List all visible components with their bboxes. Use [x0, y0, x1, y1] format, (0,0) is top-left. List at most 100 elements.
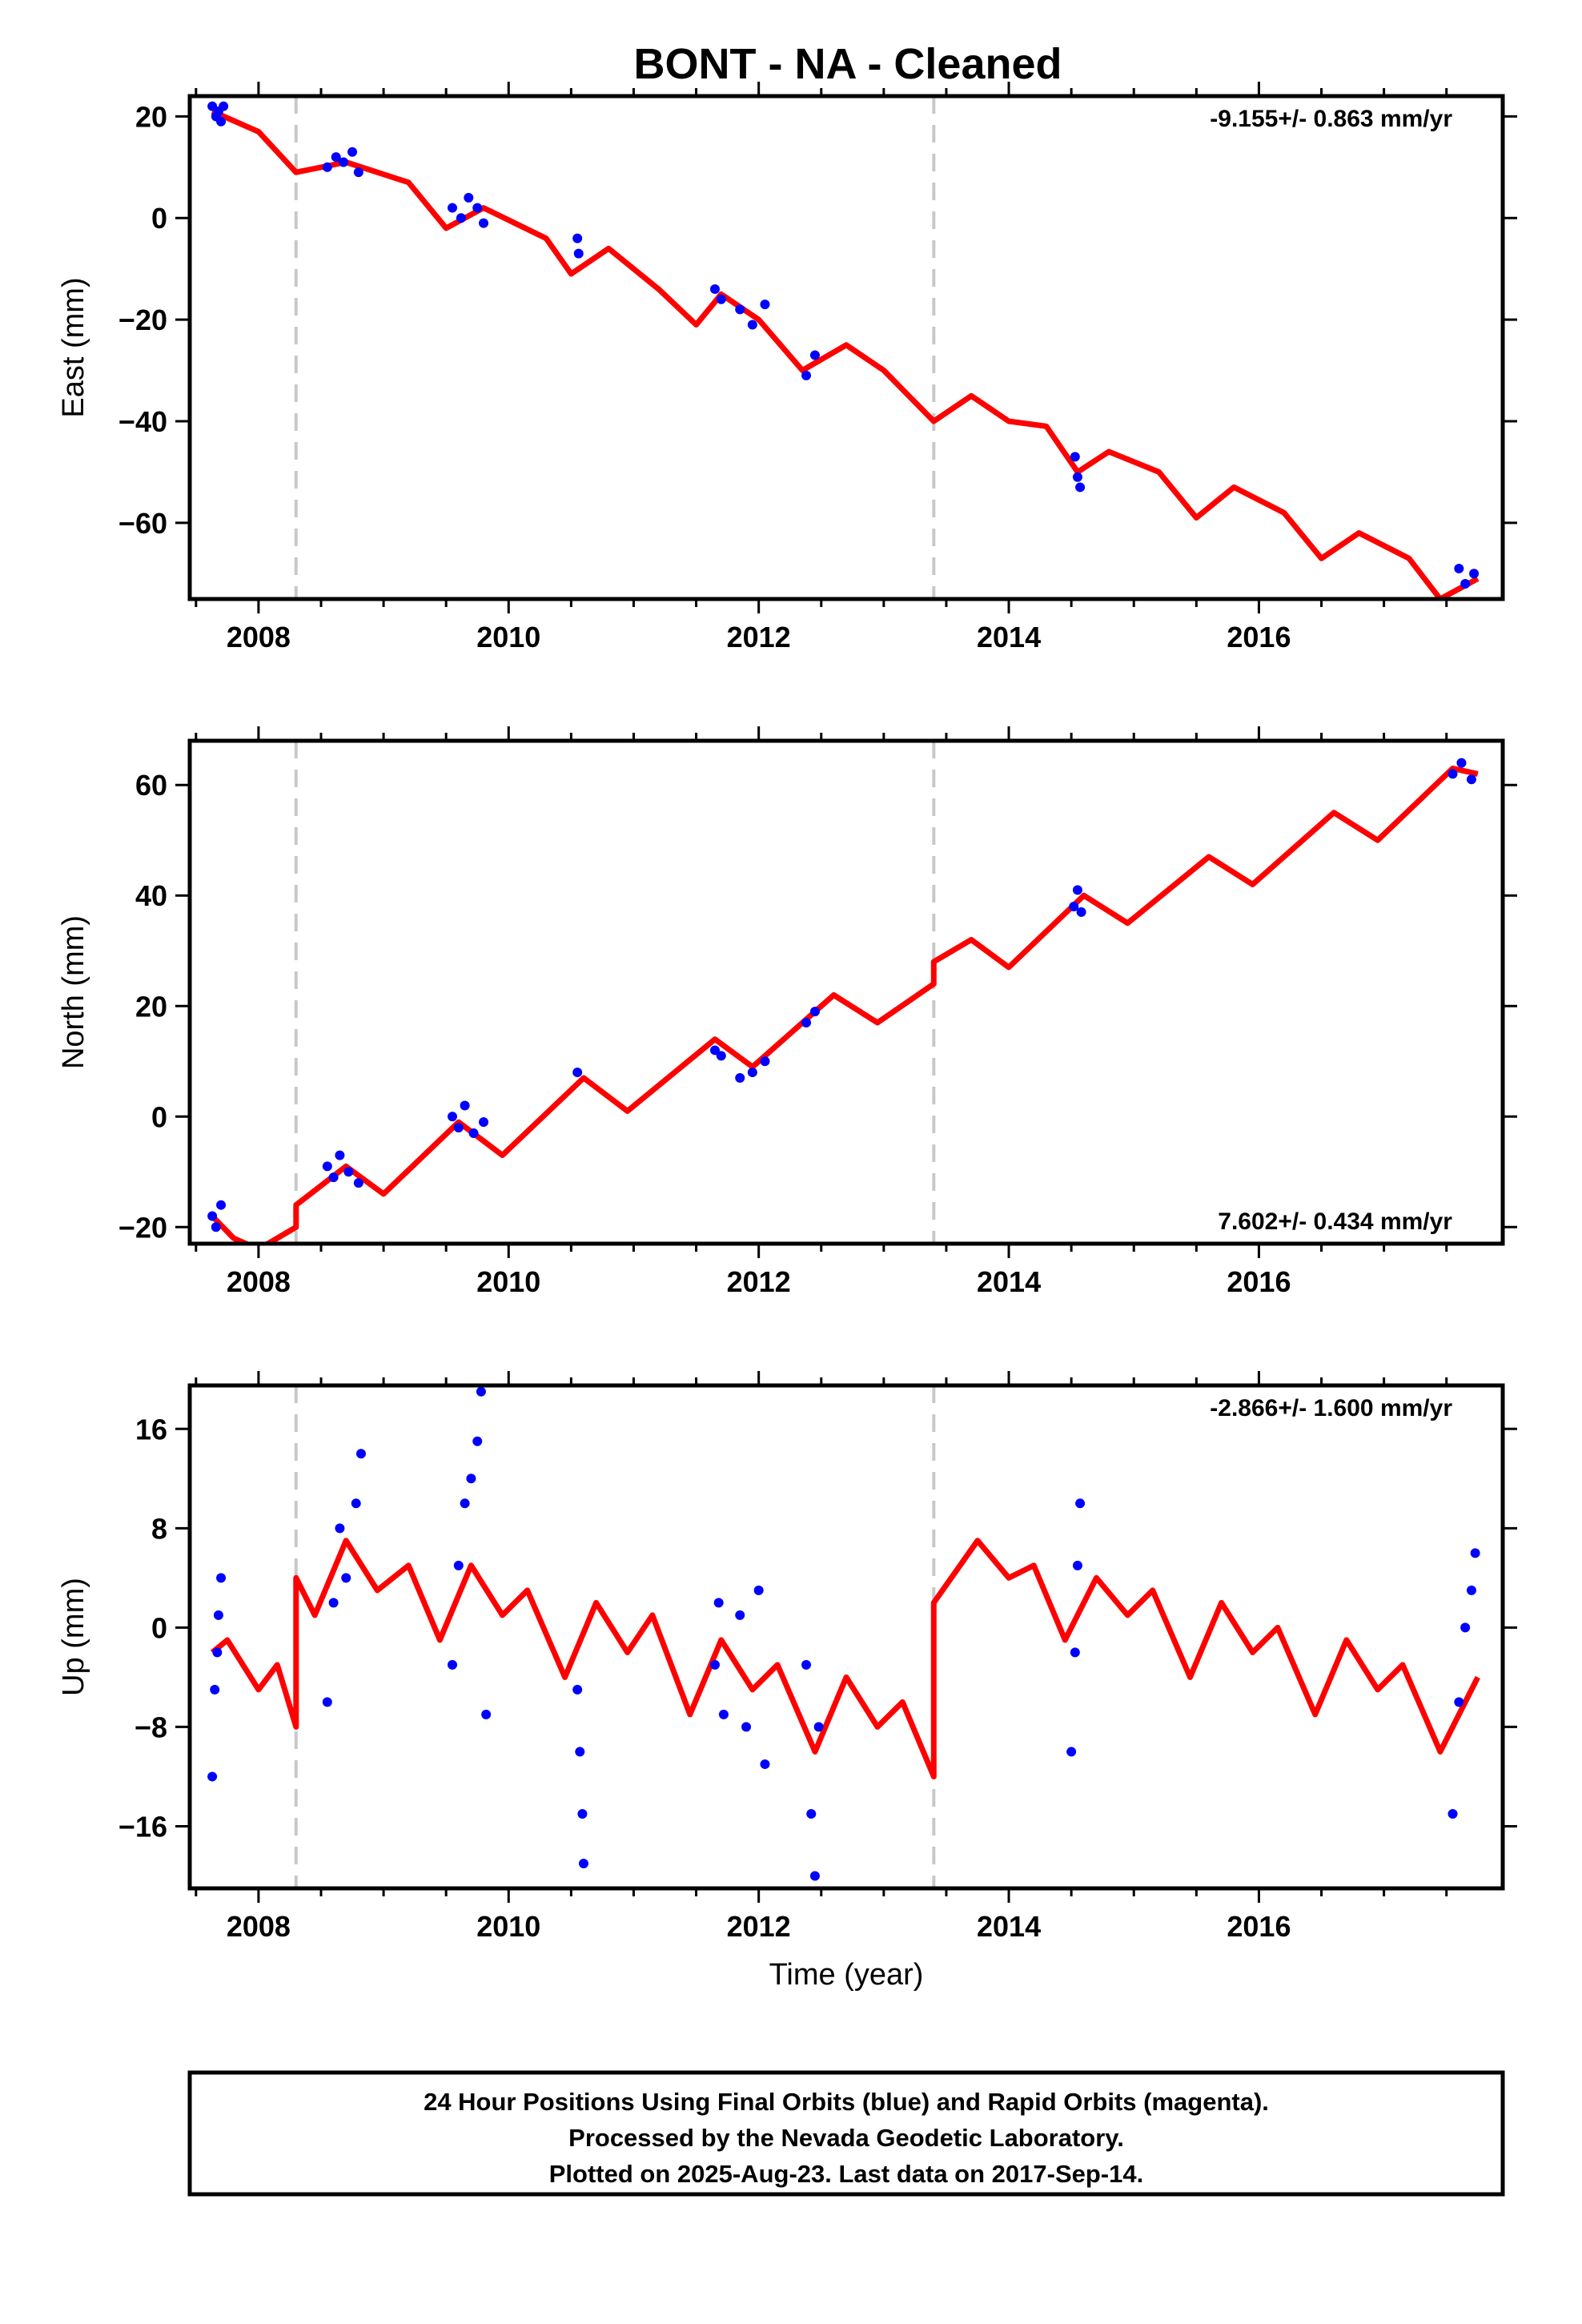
data-point: [1470, 1548, 1480, 1558]
y-tick-label: −60: [118, 507, 167, 540]
data-point: [453, 1123, 464, 1133]
data-point: [735, 1072, 745, 1083]
velocity-rate: 7.602+/- 0.434 mm/yr: [1218, 1208, 1452, 1235]
data-point: [468, 1128, 479, 1138]
data-point: [351, 1498, 361, 1509]
data-point: [747, 320, 757, 330]
data-point: [460, 1100, 470, 1111]
data-point: [1066, 1747, 1077, 1757]
x-tick-label: 2012: [727, 1265, 791, 1298]
data-point: [211, 1222, 221, 1232]
data-point: [479, 1117, 489, 1128]
data-point: [1070, 1647, 1080, 1658]
y-tick-label: 0: [151, 202, 167, 235]
y-tick-label: 16: [135, 1413, 167, 1445]
data-point: [216, 1573, 227, 1583]
x-tick-label: 2012: [727, 621, 791, 653]
footer-box: 24 Hour Positions Using Final Orbits (bl…: [187, 2070, 1505, 2197]
velocity-rate: -9.155+/- 0.863 mm/yr: [1210, 106, 1452, 132]
data-point: [335, 1523, 345, 1534]
data-point: [735, 1610, 745, 1620]
data-point: [1076, 907, 1086, 917]
data-point: [1460, 1622, 1471, 1633]
data-point: [1454, 1697, 1464, 1707]
data-point: [1072, 885, 1082, 895]
data-point: [1069, 902, 1079, 912]
x-axis-label: Time (year): [769, 1958, 924, 1992]
y-axis-label: North (mm): [57, 915, 90, 1069]
data-point: [328, 1598, 339, 1608]
data-point: [579, 1858, 588, 1868]
data-point: [328, 1172, 339, 1183]
data-point: [572, 1684, 583, 1695]
data-point: [806, 1808, 817, 1819]
y-tick-label: 40: [135, 879, 167, 912]
plot-area: [207, 1386, 1480, 1881]
plot-area: [207, 758, 1479, 1244]
y-tick-label: 8: [151, 1512, 167, 1545]
data-point: [347, 147, 358, 157]
data-point: [809, 1007, 820, 1017]
y-tick-label: −20: [118, 304, 167, 336]
data-point: [331, 152, 341, 163]
x-tick-label: 2014: [977, 1910, 1041, 1943]
data-point: [464, 192, 474, 203]
data-point: [1447, 769, 1458, 779]
data-point: [341, 1573, 351, 1583]
x-tick-label: 2010: [476, 621, 540, 653]
data-point: [1447, 1808, 1458, 1819]
data-point: [572, 233, 583, 243]
data-point: [1454, 563, 1464, 573]
data-point: [343, 1167, 354, 1177]
data-point: [760, 300, 770, 310]
data-point: [813, 1722, 824, 1732]
data-point: [1456, 758, 1467, 768]
data-point: [760, 1759, 770, 1769]
x-tick-label: 2008: [227, 1265, 291, 1298]
data-point: [322, 1697, 332, 1707]
data-point: [1075, 1498, 1086, 1509]
data-point: [472, 1436, 483, 1446]
y-tick-label: −8: [135, 1711, 167, 1743]
data-point: [216, 1200, 227, 1210]
data-point: [809, 1871, 820, 1881]
data-point: [577, 1808, 588, 1819]
y-tick-label: 60: [135, 769, 167, 802]
footer-line-3: Plotted on 2025-Aug-23. Last data on 201…: [549, 2160, 1143, 2188]
data-point: [207, 1771, 218, 1782]
data-point: [339, 157, 349, 167]
plot-frame: [187, 1383, 1505, 1891]
data-point: [801, 370, 812, 380]
data-point: [809, 350, 820, 360]
x-tick-label: 2014: [977, 621, 1041, 653]
panel-2: 2008 2010 2012 2014 2016 16 8 0 −8 −16 Up (mm) -2.8…: [57, 1371, 1517, 1992]
data-point: [741, 1722, 752, 1732]
data-point: [801, 1659, 812, 1670]
footer-frame: [187, 2070, 1505, 2197]
data-point: [448, 203, 457, 213]
data-point: [575, 1747, 585, 1757]
data-point: [210, 1684, 220, 1695]
plot-frame: [187, 94, 1505, 601]
data-point: [713, 1598, 724, 1608]
plot-frame: [187, 738, 1505, 1246]
x-tick-label: 2008: [227, 1910, 291, 1943]
data-point: [710, 284, 720, 295]
data-point: [1466, 1585, 1476, 1595]
data-point: [479, 218, 489, 228]
data-point: [355, 1449, 366, 1459]
footer-line-1: 24 Hour Positions Using Final Orbits (bl…: [424, 2088, 1269, 2116]
data-point: [710, 1045, 720, 1055]
data-point: [716, 1051, 726, 1061]
model-curve: [210, 766, 1479, 1244]
data-point: [322, 162, 332, 172]
data-point: [460, 1498, 470, 1509]
y-axis-label: Up (mm): [57, 1578, 90, 1696]
plot-area: [207, 101, 1480, 599]
data-point: [456, 213, 466, 223]
x-tick-label: 2016: [1227, 1910, 1291, 1943]
panel-0: 2008 2010 2012 2014 2016 20 0 −20 −40 −60 East (mm…: [57, 82, 1517, 653]
data-point: [1075, 482, 1086, 493]
model-curve: [211, 108, 1480, 599]
